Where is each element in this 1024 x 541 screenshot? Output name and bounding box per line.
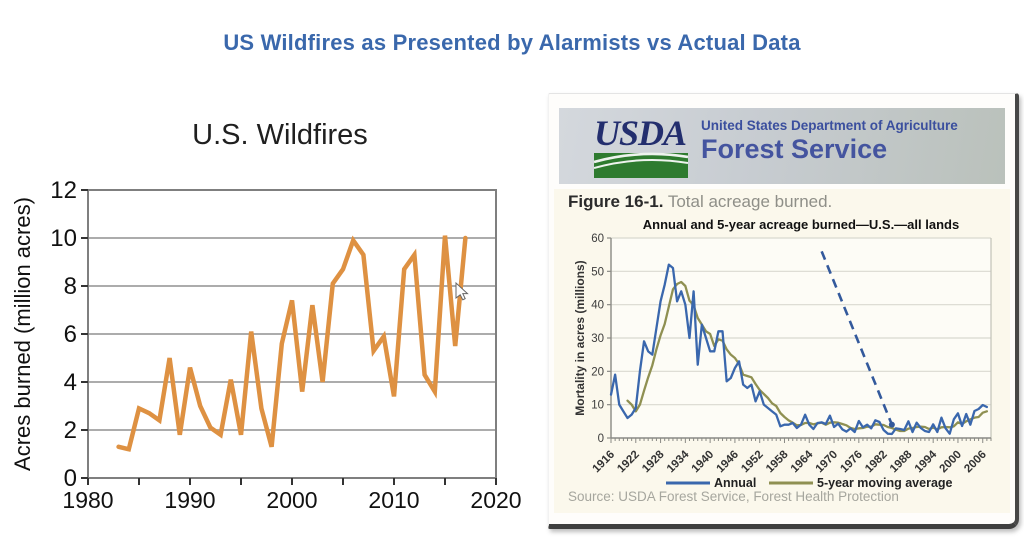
x-tick-label: 2020: [470, 487, 521, 513]
y-tick-label: 0: [598, 433, 604, 445]
y-tick-label: 2: [64, 417, 77, 444]
mouse-cursor-icon: [455, 281, 469, 301]
page-title: US Wildfires as Presented by Alarmists v…: [223, 30, 801, 55]
usda-chart-svg: 0102030405060191619221928193419401946195…: [573, 217, 992, 490]
usda-service-line: Forest Service: [701, 134, 888, 164]
y-tick-label: 50: [591, 266, 604, 278]
gridlines: [88, 237, 496, 431]
series-line-5-year-moving-average: [626, 280, 989, 433]
x-tick-label: 1940: [690, 449, 717, 476]
alarmist-data-line: [116, 235, 468, 452]
x-tick-label: 1976: [838, 449, 865, 476]
x-tick-label: 1964: [789, 448, 816, 475]
figure-caption-text: Total acreage burned.: [663, 192, 833, 211]
series-line-annual: [609, 263, 989, 436]
x-tick-label: 1980: [62, 487, 113, 513]
x-tick-label: 2006: [962, 449, 989, 476]
y-tick-label: 6: [64, 321, 77, 348]
x-tick-label: 1958: [764, 448, 791, 475]
x-tick-label: 1952: [739, 449, 766, 476]
x-axis: 1980 1990 2000 2010 2020: [62, 478, 522, 513]
y-tick-label: 4: [64, 369, 77, 396]
x-tick-label: 2000: [937, 449, 964, 476]
y-axis: 0 2 4 6 8 10 12: [50, 177, 88, 492]
x-tick-label: 1946: [714, 449, 741, 476]
x-tick-label: 1928: [640, 448, 667, 475]
usda-logo-text: USDA: [594, 113, 687, 153]
usda-panel: USDA United States Department of Agricul…: [548, 93, 1019, 529]
figure-label: Figure 16-1.: [568, 192, 664, 211]
x-tick-label: 2010: [368, 487, 419, 513]
usda-dept-line: United States Department of Agriculture: [701, 118, 958, 133]
y-axis-title: Mortality in acres (millions): [573, 260, 587, 415]
y-tick-label: 10: [591, 400, 604, 412]
y-tick-label: 30: [591, 333, 604, 345]
y-tick-label: 40: [591, 300, 604, 312]
usda-logo-icon: [594, 152, 688, 178]
usda-figure-area: Figure 16-1. Total acreage burned. 0 10 20…: [554, 189, 1010, 513]
x-tick-label: 1970: [814, 449, 841, 476]
alarmist-chart: 0 2 4 6 8 10 12 1980 1990 2000 2010 2020 U.S. Wildfi…: [0, 100, 530, 536]
legend-label: 5-year moving average: [817, 476, 953, 490]
legend-label: Annual: [714, 476, 756, 490]
x-tick-label: 1988: [888, 448, 915, 475]
y-tick-label: 12: [50, 177, 77, 204]
usda-header: USDA United States Department of Agricul…: [559, 108, 1005, 184]
x-tick-label: 1982: [863, 449, 890, 476]
y-tick-label: 60: [591, 233, 604, 245]
usda-logo: USDA: [594, 110, 694, 182]
chart-title: U.S. Wildfires: [192, 119, 368, 151]
y-axis: 0 10 20 30 40 50 60: [591, 233, 611, 445]
chart-title: Annual and 5-year acreage burned—U.S.—al…: [643, 217, 959, 232]
legend: Annual 5-year moving average: [666, 476, 953, 490]
y-axis-title: Acres burned (million acres): [10, 197, 35, 471]
source-text: Source: USDA Forest Service, Forest Heal…: [568, 489, 899, 504]
y-tick-label: 8: [64, 273, 77, 300]
x-tick-label: 1994: [913, 448, 940, 475]
x-axis: 1916192219281934194019461952195819641970…: [591, 438, 992, 476]
alarmist-chart-svg: 0 2 4 6 8 10 12 1980 1990 2000 2010 2020 U.S. Wildfi…: [10, 119, 522, 513]
x-tick-label: 1922: [615, 449, 642, 476]
x-tick-label: 2000: [266, 487, 317, 513]
gridlines: [611, 237, 991, 406]
x-tick-label: 1916: [591, 449, 618, 476]
y-tick-label: 20: [591, 366, 604, 378]
x-tick-label: 1990: [164, 487, 215, 513]
y-tick-label: 10: [50, 225, 77, 252]
dashed-annotation-line: [820, 250, 894, 426]
y-tick-label: 0: [64, 465, 77, 492]
dashed-annotation-endpoint: [888, 421, 895, 428]
figure-caption: Figure 16-1. Total acreage burned.: [568, 192, 832, 212]
x-tick-label: 1934: [665, 448, 692, 475]
